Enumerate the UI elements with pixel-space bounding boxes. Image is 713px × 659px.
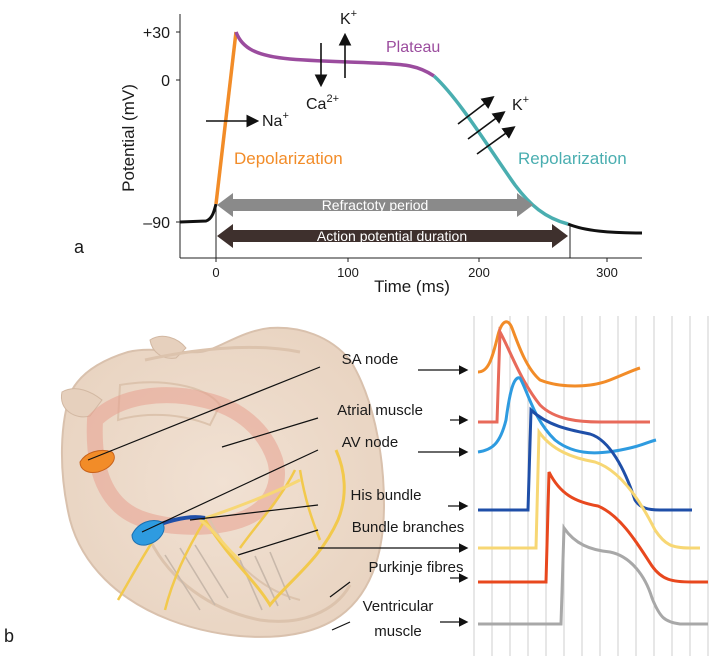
sa-node-label: SA node: [342, 351, 399, 368]
repolarization-label: Repolarization: [518, 149, 627, 168]
av-node-pointer: [141, 449, 319, 533]
bundle-branches-pointer: [237, 529, 319, 556]
xtick-label: 0: [212, 265, 219, 280]
sa-node-pointer: [87, 366, 321, 461]
atrial-muscle-label: Atrial muscle: [337, 402, 423, 419]
ventricular-muscle-label-line1: Ventricular: [363, 598, 434, 615]
sa-node-trace: [477, 320, 641, 388]
k-label-right: K+: [512, 94, 529, 114]
heart-illustration: [60, 326, 386, 638]
plateau-label: Plateau: [386, 39, 440, 56]
purkinje-pointer: [329, 581, 351, 598]
purkinje-fibres-trace: [478, 471, 708, 584]
k-label-top: K+: [340, 8, 357, 28]
resting-baseline-right: [567, 222, 643, 235]
y-axis-label: Potential (mV): [119, 84, 138, 192]
action-potential-duration-label: Action potential duration: [317, 228, 467, 244]
purkinje-network: [203, 449, 346, 608]
xtick-label: 100: [337, 265, 359, 280]
purkinje-branches: [116, 469, 322, 611]
his-bundle-label: His bundle: [351, 487, 422, 504]
depolarization-curve: [214, 31, 238, 205]
av-node-label: AV node: [342, 434, 398, 451]
k-efflux-arrow: [467, 111, 506, 140]
ytick-label: –90: [143, 215, 170, 232]
xtick-label: 200: [468, 265, 490, 280]
atrial-muscle-trace: [478, 326, 650, 424]
repolarization-curve: [432, 74, 569, 226]
panel-a: a +30 0 –90 0 100 200 300 Time (ms) Pote…: [74, 8, 643, 296]
na-label: Na+: [262, 110, 289, 130]
bundle-branches: [199, 478, 301, 562]
x-axis-label: Time (ms): [374, 277, 450, 296]
plateau-curve: [234, 31, 435, 78]
panel-b-letter: b: [4, 626, 14, 646]
chordae-tendineae: [164, 544, 291, 611]
ventricular-muscle-trace: [478, 523, 708, 626]
ventricular-muscle-label-line2: muscle: [374, 623, 422, 640]
resting-baseline-left: [179, 203, 218, 224]
his-bundle-trace: [478, 406, 692, 512]
k-efflux-arrow: [457, 96, 495, 125]
vena-cava: [60, 388, 103, 418]
ytick-label: +30: [143, 25, 170, 42]
purkinje-fibres-label: Purkinje fibres: [368, 559, 463, 576]
k-efflux-arrow: [476, 126, 516, 155]
refractory-period-label: Refractoty period: [322, 197, 429, 213]
trace-grid: [473, 316, 709, 656]
refractory-period-arrow: [217, 193, 533, 217]
atrial-muscle-pointer: [221, 417, 319, 448]
av-node: [131, 520, 165, 546]
bundle-branches-label: Bundle branches: [352, 519, 465, 536]
ventricular-pointer: [331, 621, 351, 631]
panel-a-letter: a: [74, 237, 85, 257]
ventricular-wall: [148, 539, 352, 623]
atrial-septum: [116, 381, 222, 427]
ytick-label: 0: [161, 73, 170, 90]
ca-label: Ca2+: [306, 93, 339, 113]
panel-b: b: [4, 316, 710, 656]
action-potential-duration-arrow: [217, 224, 568, 248]
sa-node: [79, 449, 115, 473]
trace-panel: [474, 316, 710, 656]
septum-line: [209, 519, 301, 601]
depolarization-label: Depolarization: [234, 149, 343, 168]
bundle-branches-trace: [478, 427, 700, 550]
atrial-roof: [144, 345, 301, 362]
xtick-label: 300: [596, 265, 618, 280]
his-bundle-pointer: [189, 504, 319, 521]
